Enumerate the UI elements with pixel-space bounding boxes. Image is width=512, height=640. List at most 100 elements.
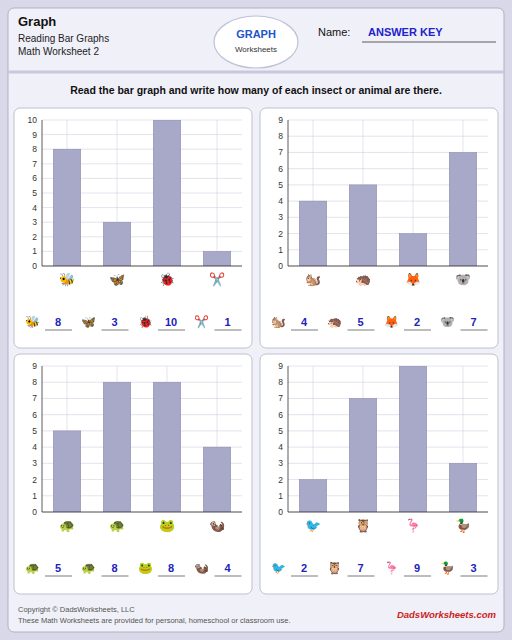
answer-line [348,330,375,331]
grid-line [42,414,242,415]
bar [349,398,377,512]
logo-text: GRAPH [236,28,276,40]
copyright: Copyright © DadsWorksheets, LLC [18,605,135,614]
bar [53,431,81,512]
grid-line [288,398,488,399]
tick-label: 9 [278,361,283,371]
answer-line [215,330,242,331]
bar [349,185,377,266]
grid-line [42,366,242,367]
tick-label: 4 [278,196,283,206]
subtitle: Math Worksheet 2 [18,46,99,57]
tick-label: 7 [278,393,283,403]
tick-label: 1 [278,245,283,255]
name-label: Name: [318,26,350,38]
content-bg [8,8,504,632]
logo [214,16,298,68]
answer-icon: 🦊 [384,315,399,329]
answer: 10 [165,316,177,328]
answer-icon: 🐞 [138,315,153,329]
grid-line [288,414,488,415]
bar [449,463,477,512]
answer: 9 [414,562,420,574]
answer-line [215,576,242,577]
answer: 7 [357,562,363,574]
answer-line [461,576,488,577]
name-line [362,42,496,43]
tick-label: 5 [32,188,37,198]
category-label: 🐝 [59,272,75,287]
category-label: 🦊 [405,272,421,287]
tick-label: 7 [32,159,37,169]
answer-icon: 🦉 [327,561,342,575]
tick-label: 6 [278,410,283,420]
bars [299,366,477,512]
category-label: 🦩 [405,518,421,534]
answer-icon: 🦦 [194,561,209,575]
title: Graph [18,14,56,29]
answer: 2 [414,316,420,328]
tick-label: 6 [32,173,37,183]
panel: 0123456789🐿️🦔🦊🐨🐿️4🦔5🦊2🐨7 [260,108,498,348]
answer-line [45,330,72,331]
category-label: 🐢 [109,518,125,533]
tick-label: 1 [32,246,37,256]
tick-label: 3 [278,458,283,468]
x-axis [288,266,488,267]
category-label: 🦦 [209,518,225,533]
tick-label: 1 [278,491,283,501]
answer: 4 [224,562,231,574]
answer-line [348,576,375,577]
tick-label: 4 [32,203,37,213]
tick-label: 7 [32,393,37,403]
category-label: 🐞 [159,272,175,287]
tick-label: 3 [32,217,37,227]
answer: 7 [470,316,476,328]
bar [449,152,477,266]
bars [53,382,231,512]
grid-line [217,120,218,266]
tick-label: 9 [32,361,37,371]
answer-icon: 🐢 [81,561,96,575]
bar [203,447,231,512]
category-label: 🐨 [455,272,471,287]
tick-label: 4 [278,442,283,452]
answer: 5 [55,562,61,574]
tick-label: 0 [278,507,283,517]
bars [53,120,231,266]
answer-icon: 🐸 [138,561,153,575]
separator [8,71,504,74]
answer: 4 [301,316,308,328]
answer-line [158,576,185,577]
tick-label: 3 [32,458,37,468]
tick-label: 2 [32,232,37,242]
bar [299,201,327,266]
bar [153,120,181,266]
answer: 8 [111,562,117,574]
answer: 8 [55,316,61,328]
grid-line [288,366,488,367]
tick-label: 0 [32,507,37,517]
bar [103,222,131,266]
answer: 3 [111,316,117,328]
category-label: 🐸 [159,518,175,533]
x-axis [288,512,488,513]
grid-line [42,512,242,513]
tick-label: 8 [278,131,283,141]
category-label: 🐢 [59,518,75,533]
tick-label: 5 [278,180,283,190]
answer-icon: 🦩 [384,561,399,575]
grid-line [42,120,242,121]
category-label: 🦆 [455,518,471,534]
grid-line [42,266,242,267]
answer-icon: 🐝 [25,315,40,329]
y-axis [288,366,289,512]
tick-label: 2 [278,475,283,485]
panel: 0123456789🐢🐢🐸🦦🐢5🐢8🐸8🦦4 [14,354,252,594]
bar [153,382,181,512]
logo-text: Worksheets [235,45,277,54]
answer: 5 [357,316,363,328]
answer-icon: 🐨 [440,315,455,329]
answer: 1 [224,316,230,328]
panel: 012345678910🐝🦋🐞✂️🐝8🦋3🐞10✂️1 [14,108,252,348]
